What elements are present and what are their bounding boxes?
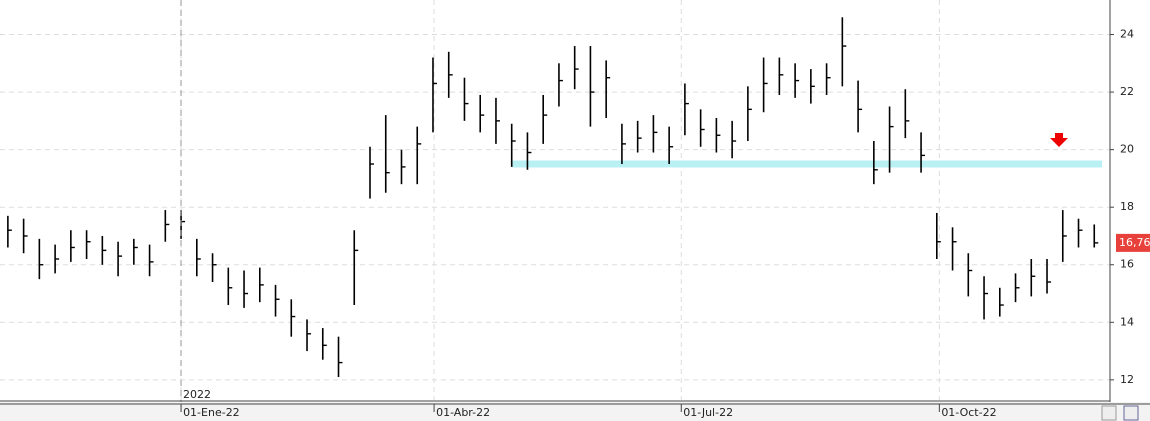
x-axis-strip — [0, 402, 1150, 421]
x-tick-label: 01-Oct-22 — [941, 406, 996, 419]
y-tick-label: 12 — [1120, 373, 1134, 386]
year-label: 2022 — [183, 388, 211, 401]
save-button[interactable] — [1123, 405, 1139, 421]
grid — [0, 0, 1110, 400]
x-tick-label: 01-Abr-22 — [436, 406, 490, 419]
last-price-tag — [1116, 233, 1150, 252]
x-tick-label: 01-Ene-22 — [183, 406, 240, 419]
last-price-label: 16,76 — [1119, 236, 1150, 249]
y-tick-label: 14 — [1120, 315, 1134, 328]
y-tick-label: 24 — [1120, 28, 1134, 41]
y-tick-label: 20 — [1120, 143, 1134, 156]
zoom-button[interactable] — [1101, 405, 1117, 421]
y-tick-label: 18 — [1120, 200, 1134, 213]
y-tick-label: 16 — [1120, 258, 1134, 271]
y-tick-label: 22 — [1120, 85, 1134, 98]
x-tick-label: 01-Jul-22 — [683, 406, 733, 419]
marks — [7, 17, 1102, 377]
signal-arrow — [1050, 133, 1068, 147]
